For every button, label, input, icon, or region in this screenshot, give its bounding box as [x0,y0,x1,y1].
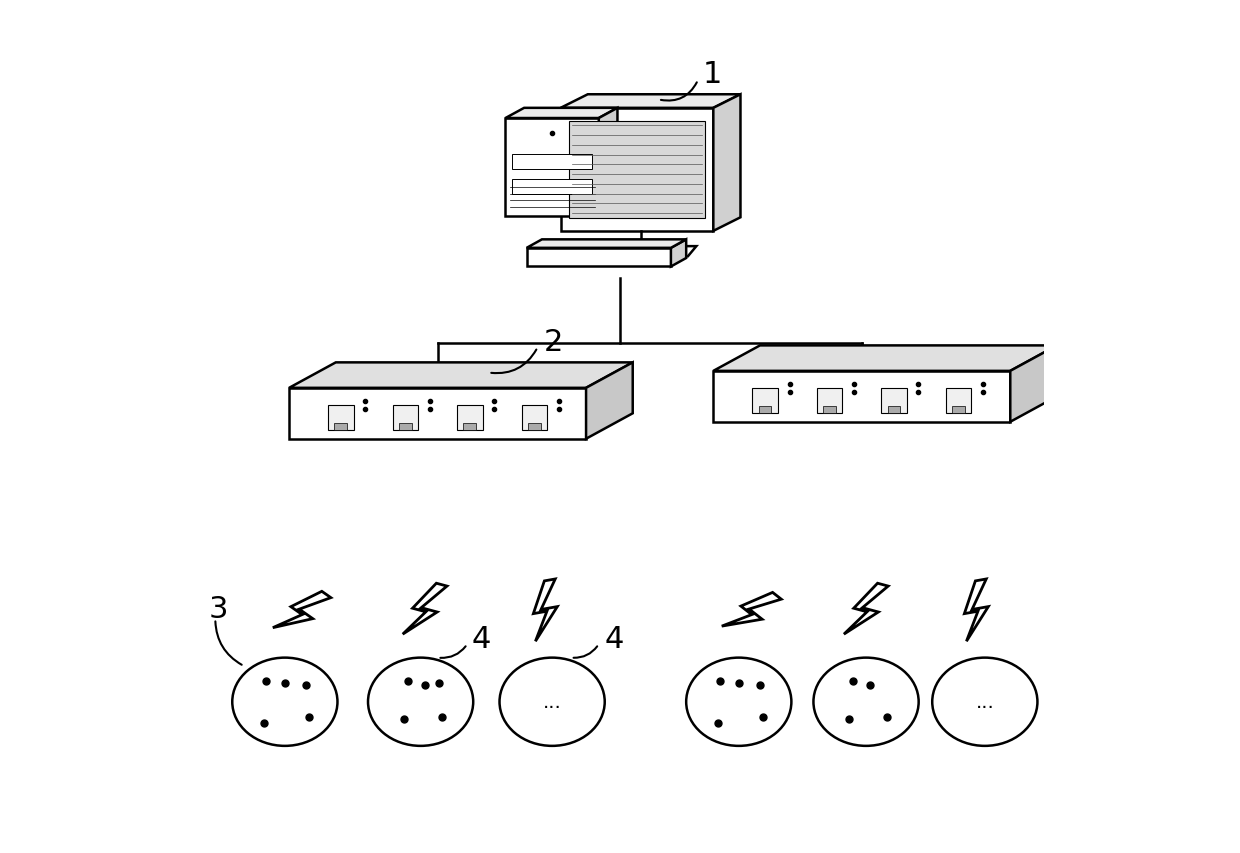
Polygon shape [713,96,740,231]
Polygon shape [458,405,482,431]
Polygon shape [569,121,704,219]
Text: 1: 1 [703,61,723,90]
Polygon shape [713,346,1056,371]
Polygon shape [844,583,888,635]
Polygon shape [399,423,412,431]
Ellipse shape [932,658,1038,746]
Polygon shape [888,406,900,414]
Ellipse shape [686,658,791,746]
Polygon shape [512,154,591,170]
Text: ...: ... [976,693,994,711]
Text: 3: 3 [208,595,228,624]
Polygon shape [527,240,686,248]
Text: 4: 4 [605,624,624,653]
Polygon shape [560,108,713,231]
Polygon shape [464,423,476,431]
Polygon shape [817,388,842,414]
Polygon shape [506,108,618,119]
Polygon shape [329,405,353,431]
Polygon shape [1011,346,1056,422]
Polygon shape [722,593,781,626]
Polygon shape [965,579,988,641]
Polygon shape [533,579,557,641]
Ellipse shape [500,658,605,746]
Polygon shape [289,363,632,388]
Text: 2: 2 [543,328,563,357]
Polygon shape [289,388,587,439]
Polygon shape [273,592,331,628]
Text: 4: 4 [471,624,491,653]
Polygon shape [713,371,1011,422]
Polygon shape [527,248,671,267]
Polygon shape [512,180,591,195]
Polygon shape [587,363,632,439]
Polygon shape [946,388,971,414]
Polygon shape [403,583,446,635]
Polygon shape [560,96,740,108]
Polygon shape [522,405,547,431]
Polygon shape [506,119,599,217]
Polygon shape [528,423,541,431]
Polygon shape [759,406,771,414]
Polygon shape [882,388,906,414]
Polygon shape [952,406,965,414]
Polygon shape [599,108,618,217]
Ellipse shape [813,658,919,746]
Polygon shape [393,405,418,431]
Ellipse shape [232,658,337,746]
Text: ...: ... [543,693,562,711]
Polygon shape [753,388,777,414]
Ellipse shape [368,658,474,746]
Polygon shape [594,247,697,257]
Polygon shape [823,406,836,414]
Polygon shape [671,240,686,267]
Polygon shape [335,423,347,431]
